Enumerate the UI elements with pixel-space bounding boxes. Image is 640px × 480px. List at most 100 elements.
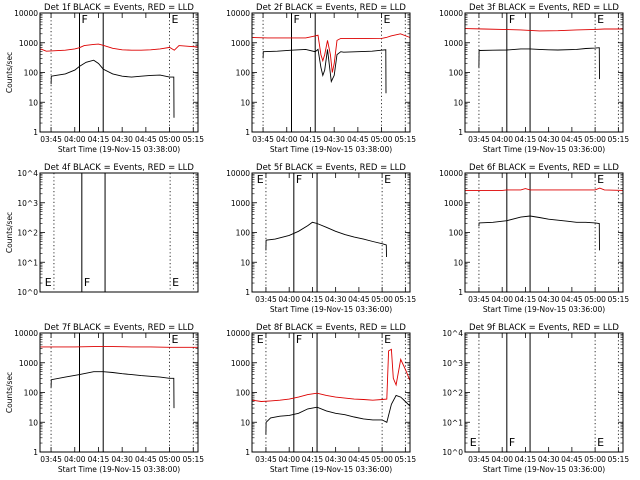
- x-tick-label: 04:45: [135, 455, 157, 464]
- y-tick-label: 10^3: [442, 359, 463, 368]
- x-tick-label: 04:45: [561, 455, 583, 464]
- y-tick-label: 100: [236, 69, 251, 78]
- marker-label-f: F: [82, 13, 88, 26]
- marker-label-f: F: [294, 13, 300, 26]
- plot-frame: [464, 12, 624, 133]
- x-tick-label: 03:45: [252, 135, 274, 144]
- chart-title: Det 8f BLACK = Events, RED = LLD: [256, 323, 406, 333]
- series-black-line: [478, 47, 600, 80]
- x-tick-label: 05:15: [608, 295, 630, 304]
- x-tick-label: 04:45: [347, 135, 369, 144]
- marker-label-f: F: [296, 173, 302, 186]
- y-tick-label: 10000: [439, 9, 463, 18]
- x-tick-label: 05:15: [182, 455, 204, 464]
- x-tick-label: 04:00: [491, 295, 513, 304]
- y-tick-label: 100: [449, 69, 464, 78]
- y-tick-label: 1000: [231, 39, 250, 48]
- y-tick-label: 10^1: [17, 258, 38, 267]
- plot-frame: [251, 12, 411, 133]
- x-tick-label: 04:30: [538, 455, 560, 464]
- y-tick-label: 100: [236, 389, 251, 398]
- x-tick-label: 05:15: [608, 455, 630, 464]
- x-axis-label: Start Time (19-Nov-15 03:36:00): [483, 305, 605, 314]
- x-tick-label: 03:45: [40, 455, 62, 464]
- y-tick-label: 10: [240, 98, 250, 107]
- y-tick-label: 10000: [226, 329, 250, 338]
- plot-frame: [39, 332, 199, 453]
- x-tick-label: 05:00: [159, 455, 181, 464]
- marker-label-e: E: [384, 13, 391, 26]
- y-tick-label: 1000: [231, 199, 250, 208]
- y-tick-label: 10^1: [442, 418, 463, 427]
- marker-label-f: F: [509, 13, 515, 26]
- chart-title: Det 7f BLACK = Events, RED = LLD: [44, 323, 194, 333]
- x-tick-label: 04:15: [88, 455, 110, 464]
- x-tick-label: 03:45: [255, 295, 277, 304]
- y-axis-label: Counts/sec: [5, 212, 14, 253]
- x-tick-label: 04:30: [323, 135, 345, 144]
- x-tick-label: 04:45: [561, 295, 583, 304]
- marker-label-e: E: [384, 333, 391, 346]
- x-tick-label: 04:00: [491, 455, 513, 464]
- x-axis-label: Start Time (19-Nov-15 03:36:00): [483, 145, 605, 154]
- chart-title: Det 1f BLACK = Events, RED = LLD: [44, 3, 194, 13]
- y-tick-label: 10000: [14, 329, 38, 338]
- series-black-line: [262, 48, 387, 94]
- y-tick-label: 10000: [226, 9, 250, 18]
- x-tick-label: 04:15: [515, 295, 537, 304]
- y-tick-label: 1: [245, 128, 250, 137]
- y-tick-label: 10: [240, 258, 250, 267]
- y-tick-label: 1000: [444, 199, 463, 208]
- x-tick-label: 05:15: [608, 135, 630, 144]
- y-tick-label: 10000: [439, 169, 463, 178]
- series-black-line: [265, 394, 411, 435]
- y-axis-label: Counts/sec: [5, 372, 14, 413]
- chart-title: Det 4f BLACK = Events, RED = LLD: [44, 163, 194, 173]
- x-tick-label: 04:15: [515, 135, 537, 144]
- y-tick-label: 100: [449, 229, 464, 238]
- marker-label-e: E: [597, 436, 604, 449]
- marker-label-e: E: [384, 173, 391, 186]
- y-tick-label: 1: [458, 288, 463, 297]
- marker-label-e: E: [597, 173, 604, 186]
- series-red-line: [464, 28, 623, 32]
- series-red-line: [252, 33, 411, 73]
- x-tick-label: 04:30: [538, 135, 560, 144]
- series-black-line: [265, 221, 387, 258]
- x-tick-label: 04:00: [278, 295, 300, 304]
- marker-label-f: F: [84, 276, 90, 289]
- x-tick-label: 04:30: [325, 455, 347, 464]
- plot-frame: [251, 172, 411, 293]
- marker-label-f: F: [296, 333, 302, 346]
- y-tick-label: 10^2: [442, 389, 463, 398]
- x-tick-label: 04:00: [64, 135, 86, 144]
- y-tick-label: 1000: [19, 39, 38, 48]
- marker-label-e: E: [257, 333, 264, 346]
- plot-frame: [464, 332, 624, 453]
- y-tick-label: 1000: [444, 39, 463, 48]
- y-tick-label: 1: [33, 448, 38, 457]
- marker-label-e: E: [470, 436, 477, 449]
- x-tick-label: 04:00: [278, 455, 300, 464]
- y-tick-label: 10^0: [17, 288, 38, 297]
- x-tick-label: 03:45: [468, 135, 490, 144]
- x-tick-label: 04:00: [491, 135, 513, 144]
- series-red-line: [465, 187, 624, 191]
- chart-title: Det 9f BLACK = Events, RED = LLD: [469, 323, 619, 333]
- x-tick-label: 05:00: [584, 135, 606, 144]
- x-tick-label: 04:30: [111, 135, 133, 144]
- x-tick-label: 04:30: [325, 295, 347, 304]
- x-tick-label: 04:00: [276, 135, 298, 144]
- x-axis-label: Start Time (19-Nov-15 03:36:00): [483, 465, 605, 474]
- x-tick-label: 04:15: [300, 135, 322, 144]
- marker-label-e: E: [172, 333, 179, 346]
- x-tick-label: 05:15: [182, 135, 204, 144]
- x-tick-label: 04:15: [302, 455, 324, 464]
- x-tick-label: 05:00: [371, 135, 393, 144]
- y-tick-label: 10000: [14, 9, 38, 18]
- x-tick-label: 03:45: [40, 135, 62, 144]
- x-axis-label: Start Time (19-Nov-15 03:36:00): [270, 465, 392, 474]
- y-tick-label: 100: [236, 229, 251, 238]
- series-black-line: [50, 59, 175, 118]
- x-tick-label: 04:15: [515, 455, 537, 464]
